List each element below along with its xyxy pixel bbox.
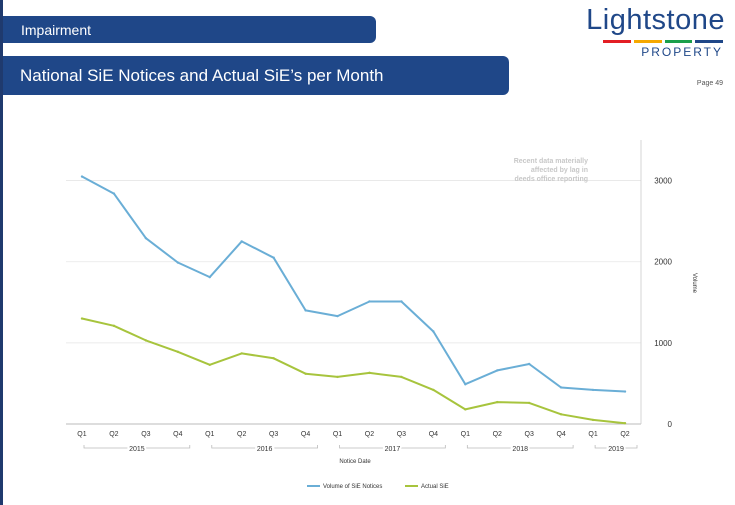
annotation-line: affected by lag in	[531, 167, 588, 174]
data-point	[304, 309, 307, 312]
data-point	[527, 401, 531, 405]
year-label: 2019	[608, 446, 624, 453]
logo-bar	[603, 40, 631, 43]
x-tick-label: Q1	[205, 431, 214, 438]
data-point	[496, 400, 499, 404]
x-tick-label: Q4	[173, 431, 182, 438]
data-point	[80, 317, 84, 320]
x-tick-label: Q3	[141, 431, 150, 438]
data-point	[208, 363, 211, 366]
left-rule	[0, 0, 3, 505]
x-axis: Q1 Q2 Q3 Q4 Q1 Q2 Q3 Q4 Q1 Q2 Q3 Q4 Q1 Q2 Q3 Q4 Q1 Q2 2015…	[77, 431, 638, 455]
annotation-line: Recent data materially	[514, 158, 588, 165]
legend-label: Actual SiE	[421, 484, 449, 490]
gridlines	[66, 140, 642, 425]
x-tick-label: Q2	[109, 431, 118, 438]
x-tick-label: Q2	[365, 431, 374, 438]
section-title: Impairment	[21, 21, 92, 38]
data-point	[368, 300, 371, 303]
data-point	[80, 175, 84, 178]
data-point	[336, 375, 339, 379]
logo-bar	[633, 40, 662, 43]
year-bracket	[211, 445, 318, 449]
logo-sub: PROPERTY	[641, 45, 723, 59]
x-tick-label: Q1	[77, 431, 86, 438]
series-line	[81, 317, 626, 425]
data-point	[112, 192, 116, 195]
x-tick-label: Q3	[269, 431, 278, 438]
data-point	[527, 362, 531, 366]
x-tick-label: Q3	[525, 431, 534, 438]
y-tick-label: 0	[668, 420, 673, 429]
legend: Volume of SiE Notices Actual SiE	[307, 484, 449, 490]
year-bracket	[339, 445, 446, 449]
data-point	[432, 388, 435, 392]
x-axis-title: Notice Date	[339, 459, 371, 465]
year-bracket	[466, 445, 574, 449]
data-point	[304, 372, 307, 375]
y-tick-labels: 0 1000 2000 3000	[654, 177, 672, 429]
data-point	[623, 421, 627, 425]
data-point	[144, 236, 148, 240]
data-point	[176, 261, 180, 264]
page-number: Page 49	[696, 80, 723, 87]
title-banner: National SiE Notices and Actual SiE’s pe…	[3, 56, 509, 95]
data-point	[240, 352, 243, 355]
x-tick-label: Q4	[301, 431, 310, 438]
lightstone-logo: Lightstone PROPERTY	[575, 2, 727, 59]
y-tick-label: 1000	[654, 339, 672, 348]
logo-color-bars	[603, 40, 723, 43]
data-point	[144, 339, 148, 342]
data-point	[559, 413, 563, 416]
data-point	[464, 408, 467, 411]
logo-bar	[695, 40, 723, 43]
series-lines	[80, 175, 627, 425]
year-label: 2018	[512, 446, 528, 453]
year-label: 2015	[129, 446, 145, 453]
y-tick-label: 3000	[654, 177, 672, 186]
x-tick-label: Q1	[588, 431, 597, 438]
year-label: 2016	[257, 446, 273, 453]
section-banner: Impairment	[3, 16, 376, 43]
legend-label: Volume of SiE Notices	[323, 484, 382, 490]
x-tick-label: Q1	[333, 431, 342, 438]
data-point	[176, 350, 180, 353]
data-point	[336, 314, 339, 318]
data-point	[591, 388, 595, 392]
y-axis-title: Volume	[691, 273, 697, 294]
data-point	[400, 375, 403, 379]
series-line	[81, 175, 626, 393]
data-point	[112, 324, 116, 328]
data-point	[623, 390, 627, 393]
x-tick-label: Q2	[237, 431, 246, 438]
data-point	[208, 275, 211, 279]
data-point	[464, 383, 467, 386]
year-bracket	[594, 445, 638, 449]
data-point	[400, 300, 403, 303]
annotation-line: deeds office reporting	[514, 176, 588, 183]
x-tick-label: Q2	[620, 431, 629, 438]
slide-title: National SiE Notices and Actual SiE’s pe…	[20, 65, 384, 85]
data-point	[591, 418, 595, 422]
lag-annotation: Recent data materially affected by lag in…	[514, 158, 588, 183]
data-point	[496, 369, 499, 372]
year-bracket	[83, 445, 191, 449]
x-tick-label: Q4	[429, 431, 438, 438]
year-label: 2017	[385, 446, 401, 453]
data-point	[272, 357, 275, 360]
x-tick-label: Q2	[493, 431, 502, 438]
data-point	[368, 371, 371, 375]
x-tick-label: Q3	[397, 431, 406, 438]
x-tick-label: Q1	[461, 431, 470, 438]
y-tick-label: 2000	[654, 258, 672, 267]
data-point	[272, 256, 275, 259]
data-point	[559, 386, 563, 389]
data-point	[432, 330, 435, 333]
x-tick-label: Q4	[556, 431, 565, 438]
logo-bar	[664, 40, 693, 43]
logo-name: Lightstone	[586, 4, 725, 36]
data-point	[240, 240, 243, 243]
